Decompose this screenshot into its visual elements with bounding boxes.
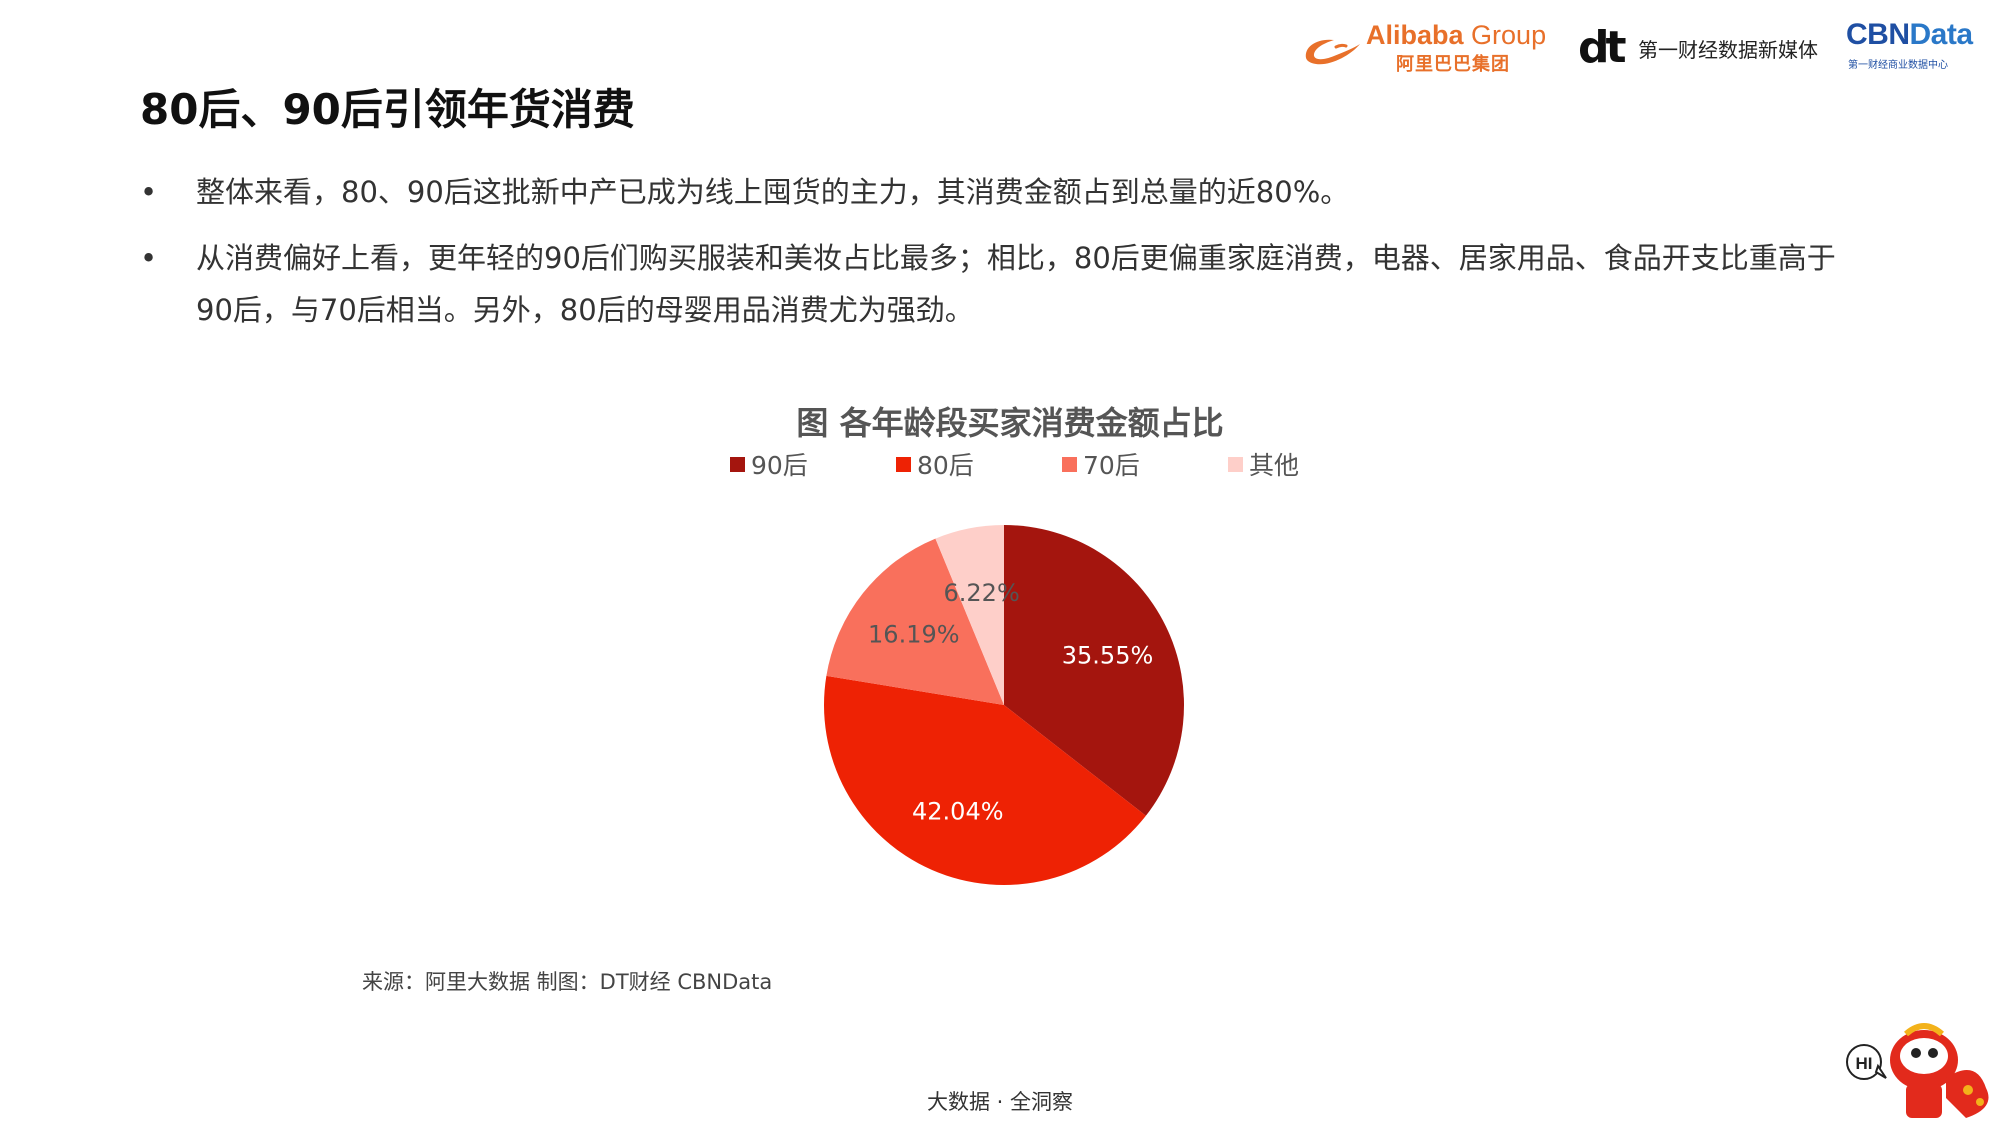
legend-label: 70后 xyxy=(1083,451,1140,480)
legend-item: 80后 xyxy=(896,446,974,482)
legend-swatch xyxy=(730,456,745,472)
cbn-name-b: Data xyxy=(1909,18,1974,51)
alibaba-group-text: Group xyxy=(1471,20,1547,50)
alibaba-cn-name: 阿里巴巴集团 xyxy=(1396,54,1510,75)
lion-dance-mascot-icon: HI xyxy=(1846,1023,1989,1118)
dt-name: 第一财经数据新媒体 xyxy=(1638,38,1818,62)
cbn-name-a: CBN xyxy=(1846,18,1910,51)
bullet-text: 整体来看，80、90后这批新中产已成为线上囤货的主力，其消费金额占到总量的近80… xyxy=(196,175,1350,209)
cbndata-logo: CBNData 第一财经商业数据中心 xyxy=(1846,18,1996,74)
pie-slice-其他 xyxy=(935,525,1004,705)
legend-swatch xyxy=(896,456,911,472)
pie-slice-90后 xyxy=(1004,525,1185,816)
bullet-item: • 从消费偏好上看，更年轻的90后们购买服装和美妆占比最多；相比，80后更偏重家… xyxy=(140,232,1860,336)
chart-legend: 90后 80后 70后 其他 xyxy=(700,446,1320,480)
footer-slogan: 大数据 · 全洞察 xyxy=(926,1090,1074,1114)
bullet-list: • 整体来看，80、90后这批新中产已成为线上囤货的主力，其消费金额占到总量的近… xyxy=(140,166,1860,350)
mascot-bubble-text: HI xyxy=(1856,1054,1873,1073)
chart-title: 图 各年龄段买家消费金额占比 xyxy=(796,404,1224,442)
legend-item: 90后 xyxy=(730,446,808,482)
pie-chart-svg: 35.55% 42.04% 16.19% 6.22% xyxy=(824,525,1185,886)
alibaba-smile-icon xyxy=(1305,39,1360,65)
page-title: 80后、90后引领年货消费 xyxy=(140,85,635,134)
bullet-marker: • xyxy=(140,175,158,209)
dt-mark: dt xyxy=(1578,22,1626,73)
bullet-marker: • xyxy=(140,241,158,275)
legend-item: 70后 xyxy=(1062,446,1140,482)
legend-item: 其他 xyxy=(1228,446,1299,482)
dt-logo: dt 第一财经数据新媒体 xyxy=(1578,22,1818,72)
legend-label: 80后 xyxy=(917,451,974,480)
legend-swatch xyxy=(1228,456,1243,472)
cbn-sub: 第一财经商业数据中心 xyxy=(1848,60,1948,71)
pie-data-label: 35.55% xyxy=(1062,641,1154,669)
legend-label: 90后 xyxy=(751,451,808,480)
pie-slice-70后 xyxy=(826,538,1004,705)
bullet-item: • 整体来看，80、90后这批新中产已成为线上囤货的主力，其消费金额占到总量的近… xyxy=(140,166,1860,218)
pie-data-label: 42.04% xyxy=(912,798,1004,826)
legend-label: 其他 xyxy=(1249,451,1300,480)
source-note: 来源：阿里大数据 制图：DT财经 CBNData xyxy=(362,970,773,994)
legend-swatch xyxy=(1062,456,1077,472)
pie-slice-80后 xyxy=(824,675,1146,886)
bullet-text: 从消费偏好上看，更年轻的90后们购买服装和美妆占比最多；相比，80后更偏重家庭消… xyxy=(196,241,1836,327)
pie-data-label: 6.22% xyxy=(944,579,1020,607)
pie-chart: 35.55% 42.04% 16.19% 6.22% 图 各年龄段买家消费金额占比 9… xyxy=(700,398,1320,918)
alibaba-group-logo: Alibaba Group 阿里巴巴集团 xyxy=(1300,20,1560,75)
alibaba-name: Alibaba xyxy=(1366,20,1464,50)
pie-data-label: 16.19% xyxy=(868,620,960,648)
